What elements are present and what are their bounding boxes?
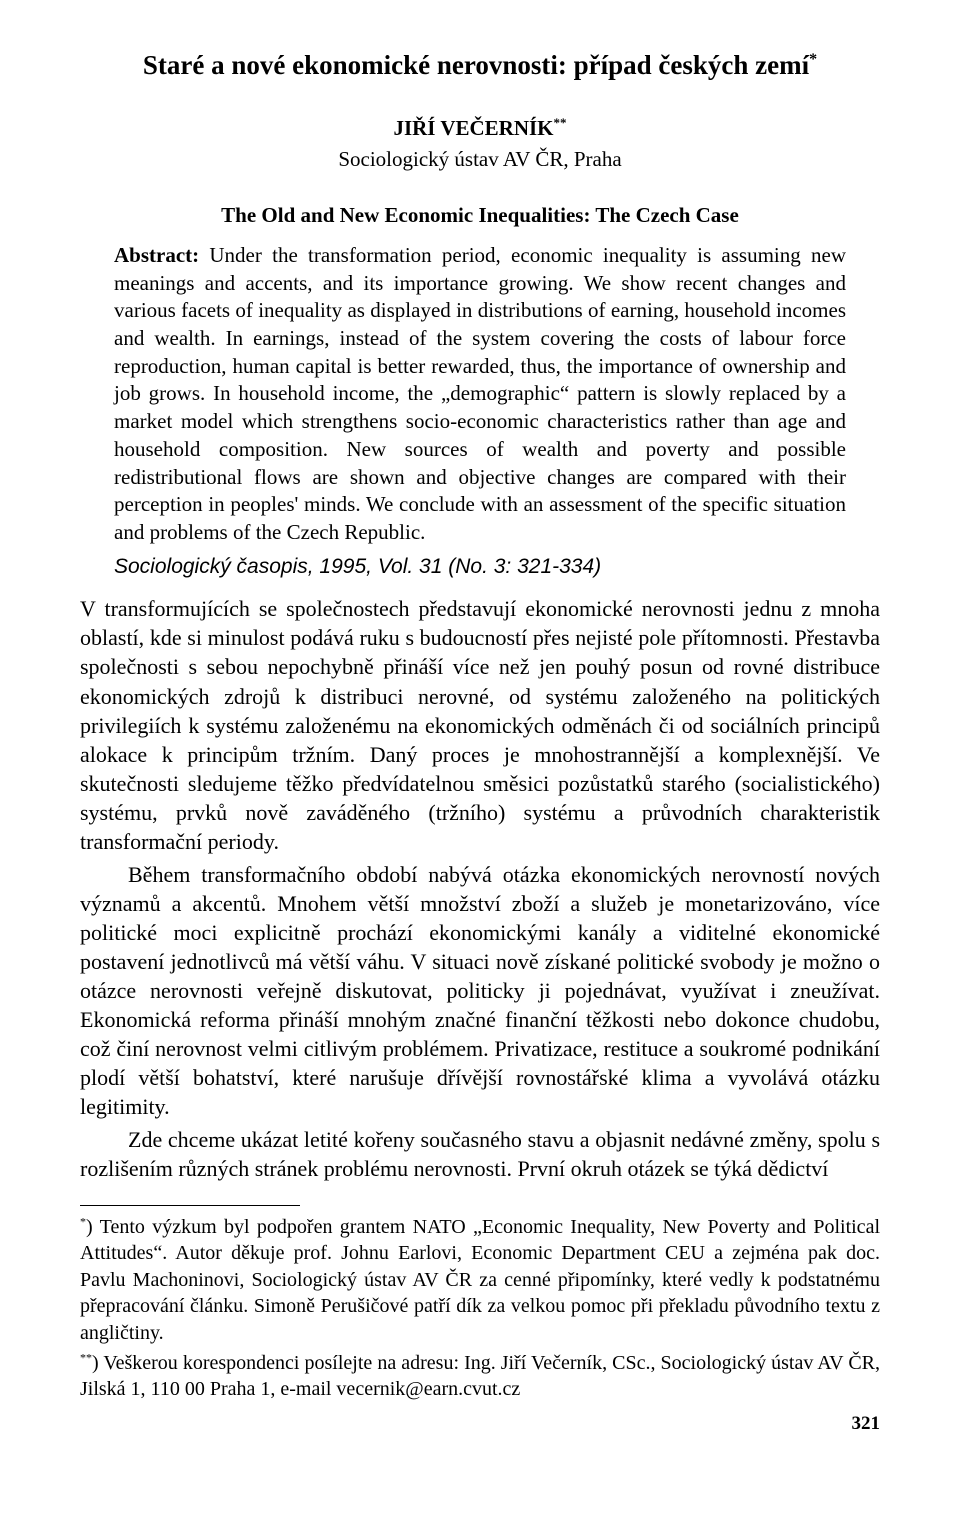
footnote-1-text: ) Tento výzkum byl podpořen grantem NATO… — [80, 1216, 880, 1344]
body-paragraph-2: Během transformačního období nabývá otáz… — [80, 860, 880, 1121]
author-name: JIŘÍ VEČERNÍK — [393, 116, 553, 140]
abstract-label: Abstract: — [114, 243, 209, 267]
footnote-2-text: ) Veškerou korespondenci posílejte na ad… — [80, 1352, 880, 1400]
footnote-separator — [80, 1205, 300, 1206]
paper-title: Staré a nové ekonomické nerovnosti: příp… — [80, 48, 880, 84]
title-text: Staré a nové ekonomické nerovnosti: příp… — [143, 50, 809, 80]
abstract-text: Under the transformation period, economi… — [114, 243, 846, 544]
english-subtitle: The Old and New Economic Inequalities: T… — [80, 202, 880, 230]
journal-citation: Sociologický časopis, 1995, Vol. 31 (No.… — [114, 553, 846, 581]
title-footnote-marker: * — [809, 51, 817, 68]
author-footnote-marker: ** — [554, 115, 567, 130]
footnote-2: **) Veškerou korespondenci posílejte na … — [80, 1350, 880, 1403]
body-paragraph-3: Zde chceme ukázat letité kořeny současné… — [80, 1125, 880, 1183]
abstract-block: Abstract: Under the transformation perio… — [114, 242, 846, 547]
footnote-1: *) Tento výzkum byl podpořen grantem NAT… — [80, 1214, 880, 1346]
page-number: 321 — [80, 1411, 880, 1436]
footnote-2-marker: ** — [80, 1350, 92, 1364]
author-line: JIŘÍ VEČERNÍK** — [80, 114, 880, 143]
author-affiliation: Sociologický ústav AV ČR, Praha — [80, 146, 880, 174]
body-paragraph-1: V transformujících se společnostech před… — [80, 594, 880, 855]
